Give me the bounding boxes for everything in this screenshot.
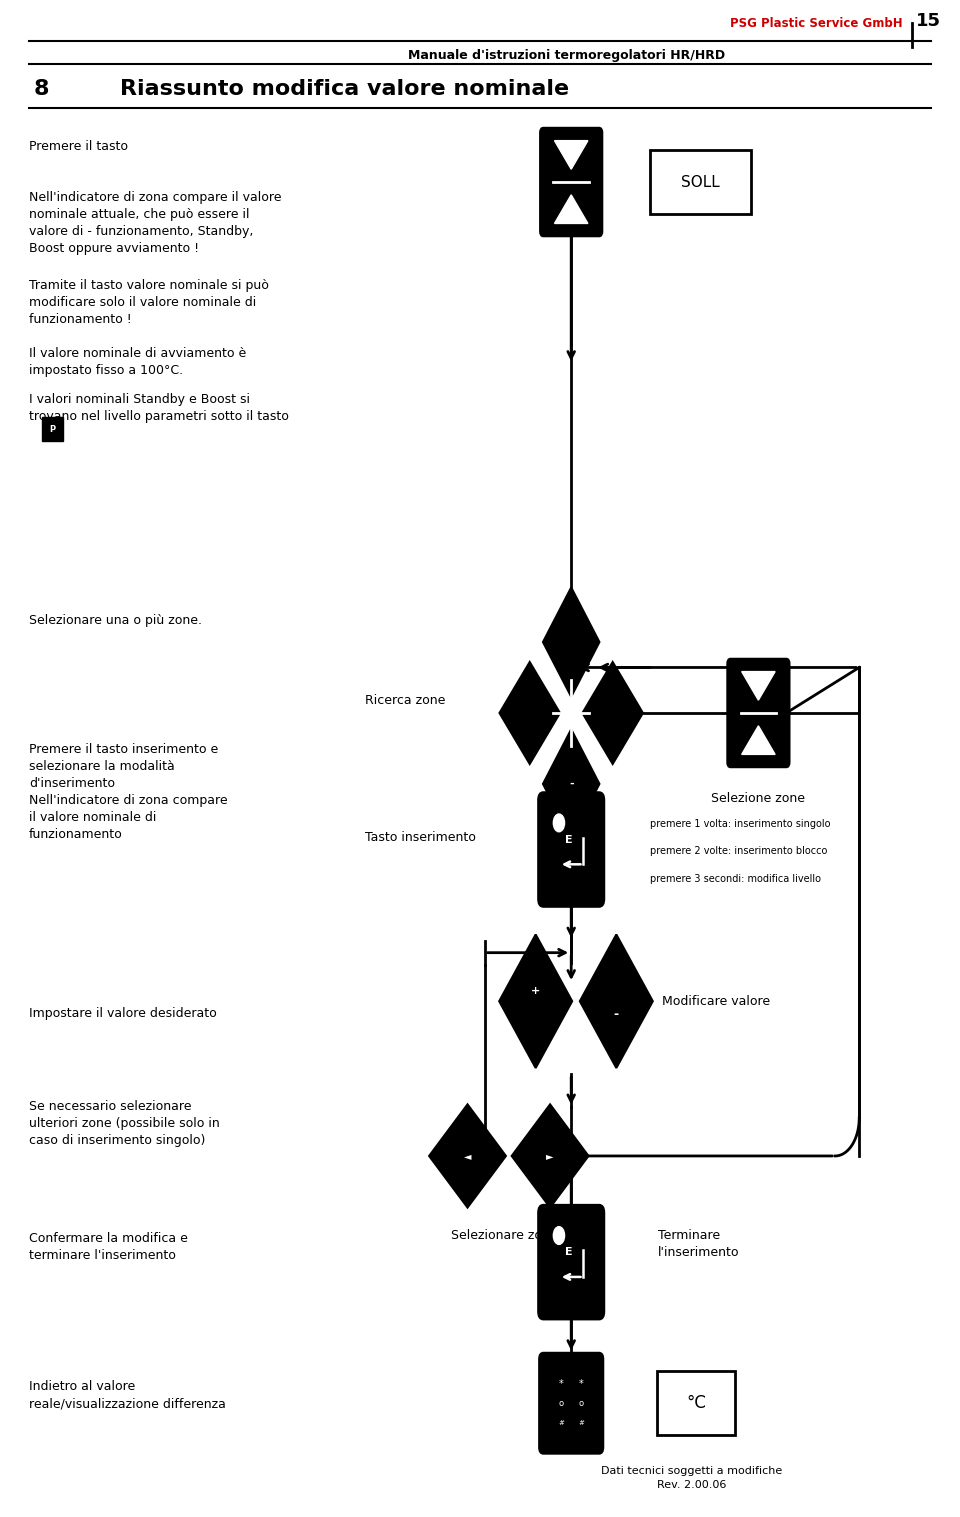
Text: ◄: ◄ xyxy=(464,1151,471,1161)
FancyBboxPatch shape xyxy=(728,658,789,768)
Text: +: + xyxy=(564,699,571,708)
Polygon shape xyxy=(499,661,560,765)
Polygon shape xyxy=(583,661,643,765)
Text: #: # xyxy=(578,1420,584,1426)
Text: Indietro al valore
reale/visualizzazione differenza: Indietro al valore reale/visualizzazione… xyxy=(29,1380,226,1411)
Text: Se necessario selezionare
ulteriori zone (possibile solo in
caso di inserimento : Se necessario selezionare ulteriori zone… xyxy=(29,1100,220,1147)
Text: *: * xyxy=(559,1379,564,1390)
Text: Selezione zone: Selezione zone xyxy=(711,792,805,806)
Text: premere 2 volte: inserimento blocco: premere 2 volte: inserimento blocco xyxy=(650,846,828,857)
FancyBboxPatch shape xyxy=(540,129,602,235)
Text: Premere il tasto: Premere il tasto xyxy=(29,140,128,153)
Polygon shape xyxy=(512,1104,588,1208)
Circle shape xyxy=(553,1227,564,1244)
Text: E: E xyxy=(564,834,572,845)
Text: Dati tecnici soggetti a modifiche
Rev. 2.00.06: Dati tecnici soggetti a modifiche Rev. 2… xyxy=(601,1465,781,1490)
Text: Ricerca zone: Ricerca zone xyxy=(365,695,445,707)
Text: Terminare
l'inserimento: Terminare l'inserimento xyxy=(658,1229,739,1259)
Text: SOLL: SOLL xyxy=(682,174,720,190)
Text: -: - xyxy=(569,778,573,789)
Polygon shape xyxy=(555,141,588,170)
Polygon shape xyxy=(742,725,775,754)
Text: premere 3 secondi: modifica livello: premere 3 secondi: modifica livello xyxy=(650,874,821,884)
Text: premere 1 volta: inserimento singolo: premere 1 volta: inserimento singolo xyxy=(650,819,830,830)
Text: E: E xyxy=(564,1247,572,1258)
Text: Riassunto modifica valore nominale: Riassunto modifica valore nominale xyxy=(120,79,569,99)
Text: Tramite il tasto valore nominale si può
modificare solo il valore nominale di
fu: Tramite il tasto valore nominale si può … xyxy=(29,279,269,326)
Text: Confermare la modifica e
terminare l'inserimento: Confermare la modifica e terminare l'ins… xyxy=(29,1232,187,1262)
Polygon shape xyxy=(543,587,599,696)
Text: *: * xyxy=(579,1379,584,1390)
Text: -: - xyxy=(613,1009,619,1021)
Text: Premere il tasto inserimento e
selezionare la modalità
d'inserimento
Nell'indica: Premere il tasto inserimento e seleziona… xyxy=(29,743,228,842)
FancyBboxPatch shape xyxy=(657,1371,735,1435)
Text: +: + xyxy=(531,986,540,997)
Polygon shape xyxy=(429,1104,506,1208)
Text: Selezionare zone: Selezionare zone xyxy=(450,1229,558,1242)
Text: 15: 15 xyxy=(916,12,941,30)
FancyBboxPatch shape xyxy=(539,793,604,907)
Text: Impostare il valore desiderato: Impostare il valore desiderato xyxy=(29,1007,217,1021)
FancyBboxPatch shape xyxy=(42,417,63,441)
Polygon shape xyxy=(555,194,588,223)
Text: Tasto inserimento: Tasto inserimento xyxy=(365,831,475,843)
FancyBboxPatch shape xyxy=(540,1353,603,1453)
Text: #: # xyxy=(559,1420,564,1426)
Text: o: o xyxy=(579,1399,584,1408)
Text: PSG Plastic Service GmbH: PSG Plastic Service GmbH xyxy=(730,17,902,30)
Text: P: P xyxy=(50,425,56,434)
Text: Manuale d'istruzioni termoregolatori HR/HRD: Manuale d'istruzioni termoregolatori HR/… xyxy=(408,49,725,62)
Polygon shape xyxy=(499,934,572,1068)
Circle shape xyxy=(553,815,564,831)
Text: Il valore nominale di avviamento è
impostato fisso a 100°C.: Il valore nominale di avviamento è impos… xyxy=(29,347,246,378)
Text: Modificare valore: Modificare valore xyxy=(662,995,771,1007)
Polygon shape xyxy=(543,730,599,839)
Text: ►: ► xyxy=(546,1151,554,1161)
Text: o: o xyxy=(559,1399,564,1408)
FancyBboxPatch shape xyxy=(651,150,751,214)
Polygon shape xyxy=(580,934,653,1068)
Text: I valori nominali Standby e Boost si
trovano nel livello parametri sotto il tast: I valori nominali Standby e Boost si tro… xyxy=(29,393,289,423)
Polygon shape xyxy=(742,672,775,701)
FancyBboxPatch shape xyxy=(539,1204,604,1318)
Text: °C: °C xyxy=(686,1394,706,1412)
Text: Selezionare una o più zone.: Selezionare una o più zone. xyxy=(29,614,202,628)
Text: Nell'indicatore di zona compare il valore
nominale attuale, che può essere il
va: Nell'indicatore di zona compare il valor… xyxy=(29,191,281,255)
Text: 8: 8 xyxy=(34,79,49,99)
